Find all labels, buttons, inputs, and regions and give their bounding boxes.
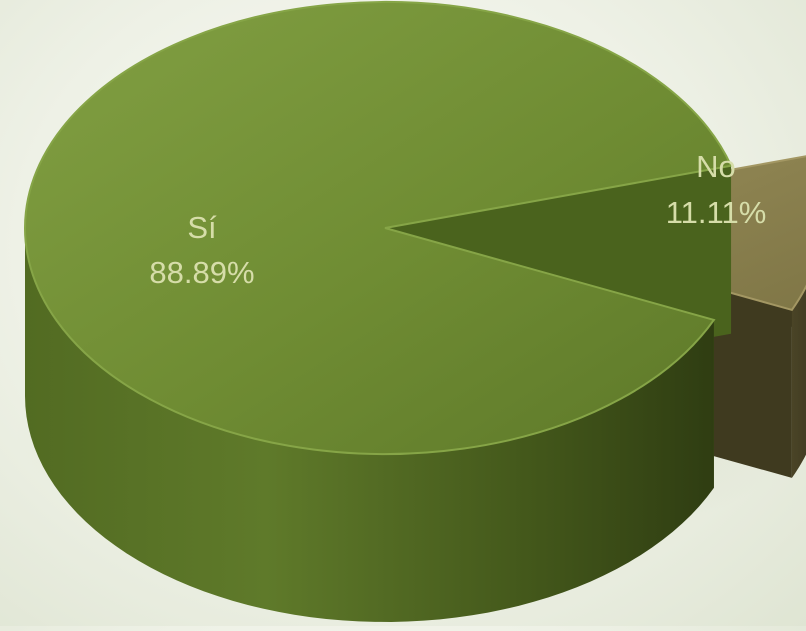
slice-value-si: 88.89% — [149, 255, 254, 290]
slice-label-si: Sí — [187, 210, 217, 245]
slice-si-side-0 — [25, 228, 714, 622]
slice-si-top — [24, 1, 733, 455]
slice-label-no: No — [696, 149, 736, 184]
slice-si — [24, 1, 733, 622]
slice-no-side-0 — [791, 286, 806, 478]
slice-value-no: 11.11% — [666, 195, 767, 230]
